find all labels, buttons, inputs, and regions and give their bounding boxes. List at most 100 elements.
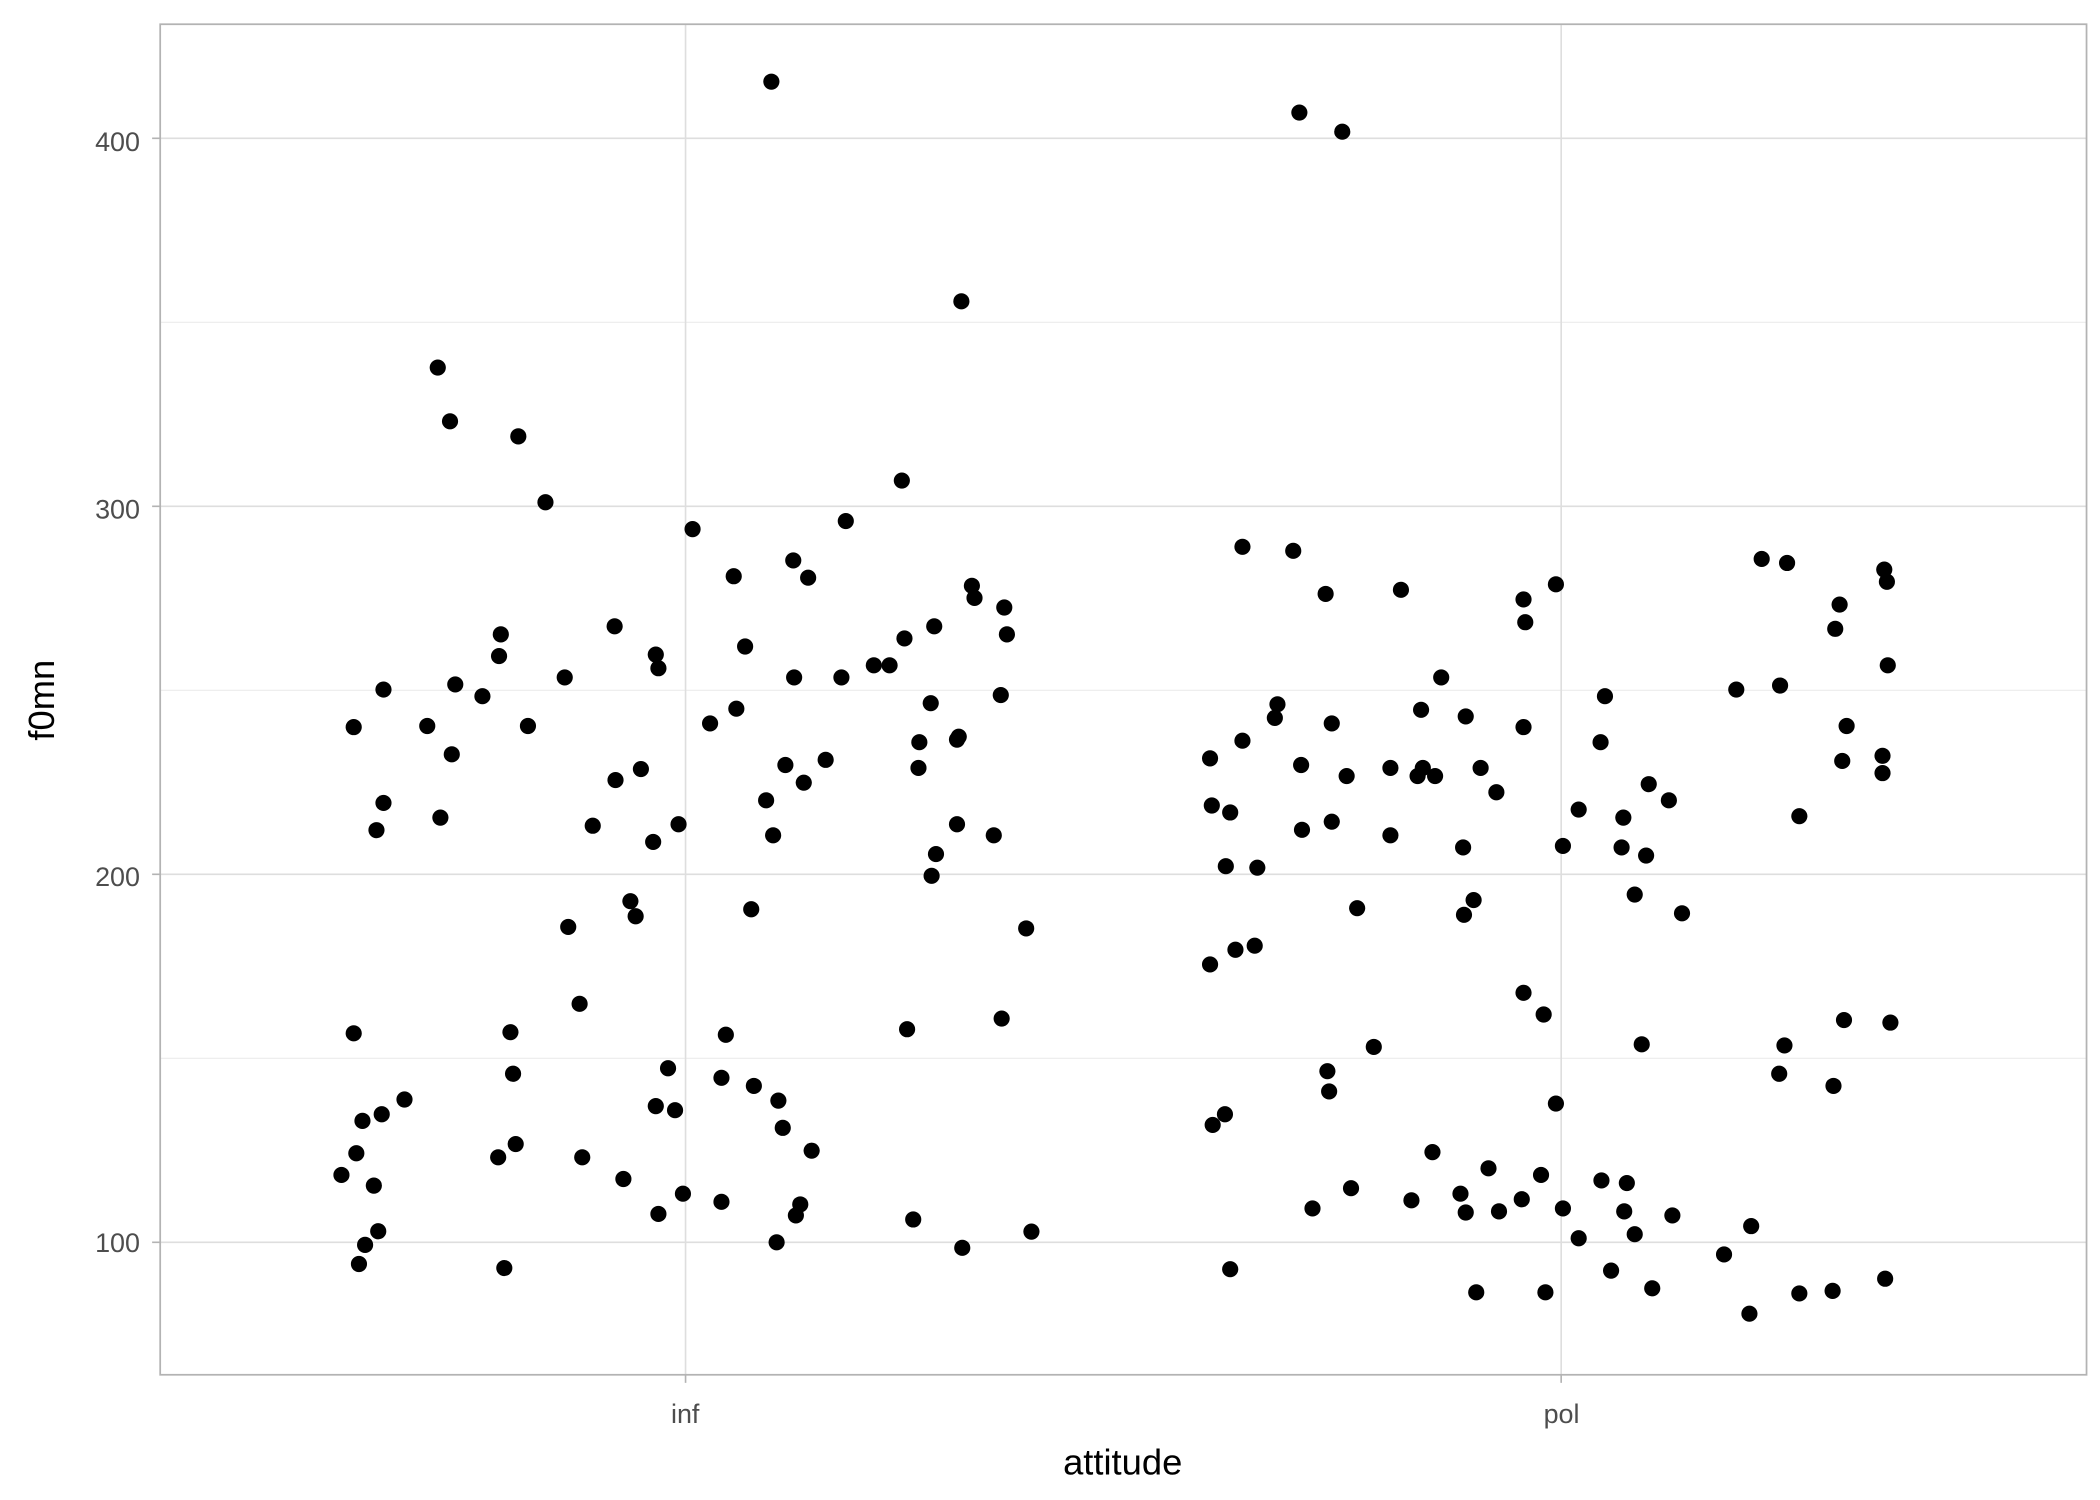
data-point	[1488, 784, 1505, 801]
data-point	[833, 669, 850, 686]
data-point	[490, 648, 508, 665]
data-point	[1349, 900, 1366, 917]
data-point	[768, 1234, 785, 1251]
data-point	[1791, 808, 1808, 825]
data-point	[537, 494, 554, 511]
data-point	[893, 472, 910, 489]
data-point	[992, 687, 1009, 704]
data-point	[717, 1026, 734, 1043]
y-axis-title: f0mn	[21, 660, 62, 741]
data-point	[1382, 827, 1399, 844]
data-point	[632, 760, 649, 778]
data-point	[865, 657, 882, 674]
data-point	[1285, 542, 1302, 559]
data-point	[1537, 1284, 1554, 1301]
panel-border	[159, 23, 2088, 1376]
data-point	[905, 1211, 922, 1228]
data-point	[1626, 886, 1643, 903]
data-point	[966, 589, 983, 607]
y-tick-label-400: 400	[95, 127, 140, 157]
data-point	[800, 569, 817, 586]
data-point	[350, 1255, 368, 1273]
data-point	[1338, 767, 1355, 785]
data-point	[1876, 561, 1893, 578]
data-point	[645, 833, 662, 850]
data-point	[1877, 1270, 1894, 1287]
data-point	[763, 73, 780, 90]
data-point	[556, 669, 573, 686]
data-point	[765, 827, 782, 844]
data-point	[1882, 1014, 1899, 1031]
data-point	[1424, 1144, 1441, 1161]
data-point	[1779, 554, 1796, 572]
data-point	[1480, 1160, 1497, 1177]
data-point	[1626, 1226, 1643, 1243]
data-point	[1838, 717, 1855, 735]
data-point	[795, 774, 812, 791]
data-point	[1323, 813, 1340, 830]
data-point	[560, 918, 577, 936]
data-point	[713, 1193, 730, 1210]
data-point	[1457, 708, 1474, 725]
data-point	[396, 1091, 413, 1108]
data-point	[1513, 1191, 1530, 1208]
data-point	[354, 1112, 371, 1129]
data-point	[345, 1025, 362, 1042]
data-point	[1334, 123, 1351, 140]
data-point	[1382, 759, 1399, 777]
data-point	[1414, 759, 1431, 777]
data-point	[674, 1185, 692, 1202]
data-point	[1023, 1223, 1040, 1240]
data-point	[896, 630, 913, 647]
data-point	[1455, 839, 1472, 856]
data-point	[1741, 1305, 1758, 1322]
data-point	[1403, 1192, 1420, 1209]
data-point	[650, 660, 667, 677]
data-point	[1319, 1063, 1336, 1080]
data-point	[1222, 1261, 1239, 1278]
data-point	[1234, 538, 1251, 555]
data-point	[1201, 750, 1219, 767]
data-point	[373, 1106, 390, 1123]
data-point	[627, 908, 644, 925]
data-point	[1317, 585, 1334, 602]
data-point	[647, 646, 664, 663]
data-point	[777, 756, 794, 774]
data-point	[571, 995, 588, 1012]
data-point	[1293, 821, 1311, 838]
data-point	[728, 700, 745, 717]
data-point	[1791, 1285, 1808, 1302]
data-point	[1874, 747, 1891, 764]
data-point	[1433, 669, 1450, 686]
data-point	[745, 1077, 762, 1094]
data-point	[1547, 1095, 1564, 1112]
data-point	[1616, 1203, 1633, 1220]
data-point	[1342, 1180, 1360, 1197]
data-point	[1249, 859, 1266, 876]
data-point	[357, 1236, 374, 1253]
data-point	[510, 428, 527, 445]
data-point	[1824, 1282, 1841, 1299]
data-point	[1776, 1037, 1793, 1054]
data-point	[1455, 906, 1473, 923]
data-point	[758, 792, 775, 809]
data-point	[345, 719, 362, 736]
data-point	[1879, 657, 1896, 674]
data-point	[1227, 941, 1244, 958]
data-point	[1323, 715, 1340, 732]
data-point	[507, 1135, 524, 1153]
data-point	[1234, 732, 1251, 749]
x-tick-label-inf: inf	[671, 1399, 700, 1429]
data-point	[1547, 576, 1564, 593]
data-point	[659, 1060, 677, 1077]
data-point	[803, 1142, 820, 1159]
data-point	[1321, 1083, 1338, 1100]
data-point	[1660, 792, 1677, 809]
data-point	[786, 669, 803, 686]
x-axis-title: attitude	[1063, 1441, 1182, 1482]
data-point	[348, 1145, 365, 1162]
data-point	[922, 695, 939, 712]
data-point	[1596, 688, 1614, 705]
data-point	[1618, 1174, 1635, 1192]
